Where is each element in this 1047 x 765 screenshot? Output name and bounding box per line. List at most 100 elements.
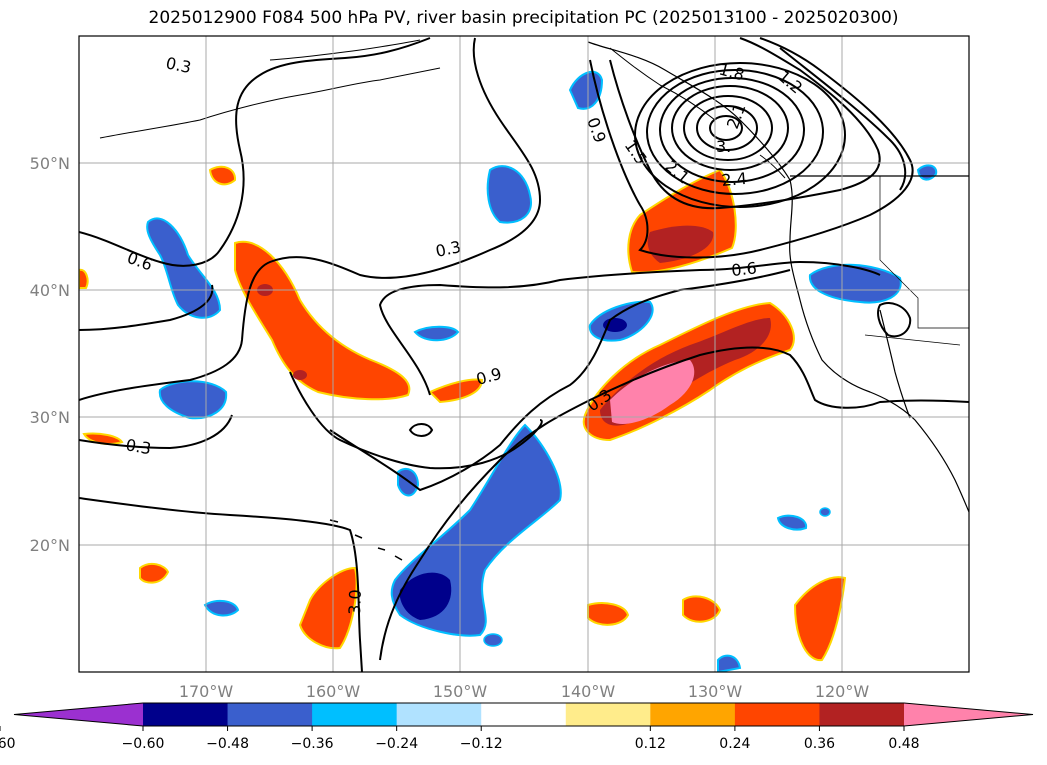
negative-anomaly-region xyxy=(776,514,808,531)
colorbar-tick-label: 0.48 xyxy=(888,736,919,752)
negative-anomaly-region xyxy=(486,165,532,224)
pv-contour xyxy=(289,371,543,470)
negative-anomaly-region xyxy=(916,164,938,181)
negative-anomaly-region xyxy=(717,654,742,672)
colorbar-tick-label: 0.12 xyxy=(635,736,666,752)
positive-anomaly-region xyxy=(139,562,170,584)
lon-label: 150°W xyxy=(433,682,488,701)
hawaiian-islands xyxy=(329,519,403,561)
contour-label: 0.3 xyxy=(434,237,463,261)
colorbar-segment xyxy=(227,703,313,726)
lon-label: 160°W xyxy=(306,682,361,701)
gulf-of-california-coast xyxy=(879,309,911,419)
north-america-coastline xyxy=(587,41,969,513)
lon-label: 130°W xyxy=(688,682,743,701)
positive-anomaly-region xyxy=(234,240,411,401)
pv-contour xyxy=(646,69,824,195)
lat-label: 50°N xyxy=(30,154,70,173)
graticule xyxy=(79,36,969,672)
pv-contour xyxy=(671,85,789,171)
lat-label: 30°N xyxy=(30,408,70,427)
positive-anomaly-region xyxy=(647,225,714,263)
pv-contour xyxy=(79,414,233,450)
aleutian-islands xyxy=(99,67,441,139)
positive-anomaly-region xyxy=(82,432,124,445)
negative-anomaly-region xyxy=(203,599,240,617)
positive-anomaly-region xyxy=(587,602,630,626)
lon-label: 120°W xyxy=(815,682,870,701)
figure-title: 2025012900 F084 500 hPa PV, river basin … xyxy=(148,8,899,28)
colorbar-segment xyxy=(565,703,651,726)
contour-label: 3.0 xyxy=(345,589,365,615)
alaska-panhandle xyxy=(609,47,716,121)
us-mexico-border xyxy=(864,334,961,346)
colorbar-tick-label: 0.36 xyxy=(804,736,835,752)
pv-contour xyxy=(79,497,363,672)
colorbar-segment xyxy=(734,703,820,726)
pv-contour xyxy=(379,346,969,661)
pv-contour xyxy=(408,423,434,437)
colorbar-tick-label: 0.60 xyxy=(0,736,16,752)
colorbar-segment xyxy=(819,703,905,726)
lon-label: 140°W xyxy=(561,682,616,701)
negative-anomaly-region xyxy=(413,325,460,342)
positive-anomaly-region xyxy=(682,595,722,623)
colorbar-extend-max xyxy=(904,703,1033,726)
contour-label: 3. xyxy=(716,137,731,156)
colorbar-tick-label: −0.24 xyxy=(375,736,418,752)
contour-label: 0.3 xyxy=(124,435,152,458)
negative-anomaly-region xyxy=(399,572,452,620)
map-frame xyxy=(78,35,970,673)
pv-contour xyxy=(877,302,912,338)
positive-anomaly-region xyxy=(428,378,484,404)
longitude-labels: 170°W 160°W 150°W 140°W 130°W 120°W xyxy=(179,682,870,701)
positive-anomaly-region xyxy=(79,268,89,289)
lat-label: 40°N xyxy=(30,281,70,300)
colorbar-tick-label: −0.36 xyxy=(291,736,334,752)
contour-label: 0.3 xyxy=(164,53,193,77)
pv-contour xyxy=(79,37,542,401)
precip-shading xyxy=(79,70,938,672)
colorbar-tick-label: −0.48 xyxy=(206,736,249,752)
latitude-labels: 50°N 40°N 30°N 20°N xyxy=(30,154,70,555)
pv-contour xyxy=(779,47,907,191)
colorbar-segment xyxy=(312,703,398,726)
pv-contour xyxy=(609,37,881,210)
contour-label: 0.6 xyxy=(730,258,757,280)
colorbar-segment xyxy=(396,703,482,726)
colorbar-tick-label: −0.60 xyxy=(122,736,165,752)
pv-contour xyxy=(634,62,846,208)
colorbar-segment xyxy=(481,703,567,726)
colorbar-tick-label: 0.24 xyxy=(719,736,750,752)
contour-label: 2.4 xyxy=(721,169,748,190)
coastlines xyxy=(99,39,969,561)
pv-contour xyxy=(659,77,805,183)
negative-anomaly-region xyxy=(158,380,228,420)
map-layer: 0.3 0.3 0.3 0.6 0.6 0.9 0.9 0.3 1.2 1.5 … xyxy=(79,36,969,672)
colorbar-segment xyxy=(650,703,736,726)
pv-contour xyxy=(378,260,881,396)
positive-anomaly-region xyxy=(610,360,695,425)
negative-anomaly-region xyxy=(819,507,831,517)
negative-anomaly-region xyxy=(146,217,222,319)
map-background xyxy=(79,36,969,672)
negative-anomaly-region xyxy=(483,633,503,647)
positive-anomaly-region xyxy=(293,370,307,380)
positive-anomaly-region xyxy=(793,576,847,662)
colorbar-extend-min xyxy=(14,703,143,726)
colorbar-segment xyxy=(143,703,229,726)
alaska-coastline xyxy=(269,39,421,61)
lon-label: 170°W xyxy=(179,682,234,701)
pv-contours xyxy=(79,37,969,672)
vancouver-island xyxy=(759,154,786,179)
pv-contour xyxy=(683,95,773,161)
pv-contour xyxy=(589,37,914,259)
pv-contour xyxy=(79,284,214,331)
state-border xyxy=(879,176,969,329)
pv-contour xyxy=(79,37,431,267)
pv-contour xyxy=(709,115,743,141)
lat-label: 20°N xyxy=(30,536,70,555)
pv-contour xyxy=(696,105,758,151)
colorbar: −0.60 −0.48 −0.36 −0.24 −0.12 0.12 0.24 0.36 0.4… xyxy=(0,702,1034,752)
